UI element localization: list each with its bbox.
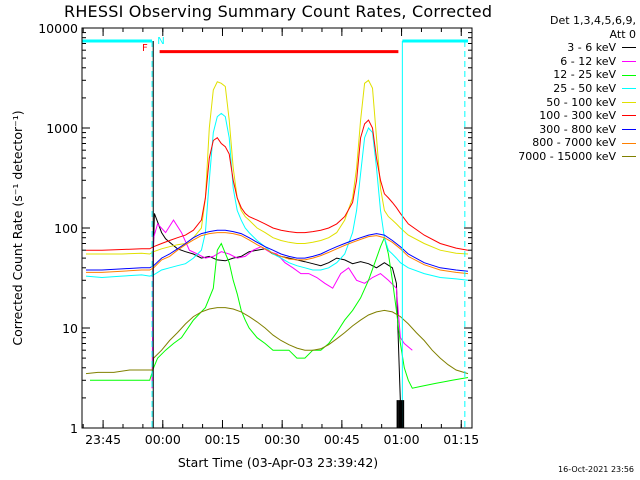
legend-swatch <box>622 101 636 103</box>
legend-label: 50 - 100 keV <box>546 95 616 109</box>
x-tick-label-2: 00:15 <box>204 432 240 447</box>
legend-swatch <box>622 88 636 90</box>
legend-item-5: 100 - 300 keV <box>518 109 636 123</box>
legend-swatch <box>622 115 636 117</box>
y-tick-label-0: 1 <box>70 421 78 436</box>
legend-swatch <box>622 74 636 76</box>
x-tick-label-1: 00:00 <box>145 432 181 447</box>
legend-item-3: 25 - 50 keV <box>518 82 636 96</box>
annotation-layer: FN <box>82 36 469 428</box>
legend-rows: 3 - 6 keV 6 - 12 keV 12 - 25 keV 25 - 50 ke… <box>518 41 636 163</box>
legend-item-1: 6 - 12 keV <box>518 55 636 69</box>
legend-label: 6 - 12 keV <box>560 54 616 68</box>
series-line-3 <box>85 112 469 281</box>
legend-label: 100 - 300 keV <box>539 109 616 123</box>
legend: Det 1,3,4,5,6,9, Att 0 3 - 6 keV 6 - 12 k… <box>518 14 636 164</box>
legend-item-0: 3 - 6 keV <box>518 41 636 55</box>
series-line-8 <box>85 307 469 375</box>
legend-item-2: 12 - 25 keV <box>518 68 636 82</box>
legend-label: 25 - 50 keV <box>553 81 616 95</box>
legend-label: 12 - 25 keV <box>553 68 616 82</box>
series-line-2 <box>90 236 469 389</box>
legend-swatch <box>622 129 636 131</box>
legend-item-4: 50 - 100 keV <box>518 96 636 110</box>
series-line-6 <box>86 229 469 272</box>
y-tick-label-3: 1000 <box>46 121 78 136</box>
series-line-1 <box>151 219 413 389</box>
legend-item-6: 300 - 800 keV <box>518 123 636 137</box>
series-layer <box>85 79 469 403</box>
legend-label: 7000 - 15000 keV <box>518 149 616 163</box>
flare-label: F <box>142 43 148 54</box>
x-tick-label-0: 23:45 <box>85 432 121 447</box>
series-line-4 <box>86 79 469 255</box>
legend-header-line-2: Att 0 <box>609 27 636 41</box>
y-tick-label-2: 100 <box>54 221 78 236</box>
axis-layer: 1 10 100 1000 10000 23:45 00:00 00:15 00:30 00:45… <box>38 21 479 447</box>
y-tick-label-1: 10 <box>62 321 78 336</box>
y-tick-label-4: 10000 <box>38 21 78 36</box>
legend-swatch <box>622 47 636 49</box>
x-tick-label-3: 00:30 <box>264 432 300 447</box>
legend-item-8: 7000 - 15000 keV <box>518 150 636 164</box>
legend-label: 3 - 6 keV <box>567 41 616 55</box>
legend-swatch <box>622 156 636 158</box>
series-line-5 <box>86 119 469 251</box>
legend-item-7: 800 - 7000 keV <box>518 136 636 150</box>
legend-header-line-1: Det 1,3,4,5,6,9, <box>549 14 636 27</box>
x-tick-label-5: 01:00 <box>384 432 420 447</box>
legend-label: 800 - 7000 keV <box>532 136 616 150</box>
x-tick-label-4: 00:45 <box>324 432 360 447</box>
night-label: N <box>157 36 164 47</box>
x-axis-label: Start Time (03-Apr-03 23:39:42) <box>178 455 378 470</box>
y-axis-label: Corrected Count Rate (s⁻¹ detector⁻¹) <box>10 110 25 345</box>
generated-timestamp: 16-Oct-2021 23:56 <box>558 465 634 474</box>
x-tick-label-6: 01:15 <box>443 432 479 447</box>
legend-swatch <box>622 142 636 144</box>
legend-swatch <box>622 61 636 63</box>
chart-title: RHESSI Observing Summary Count Rates, Co… <box>64 2 493 21</box>
series-line-7 <box>86 232 469 275</box>
legend-label: 300 - 800 keV <box>539 122 616 136</box>
